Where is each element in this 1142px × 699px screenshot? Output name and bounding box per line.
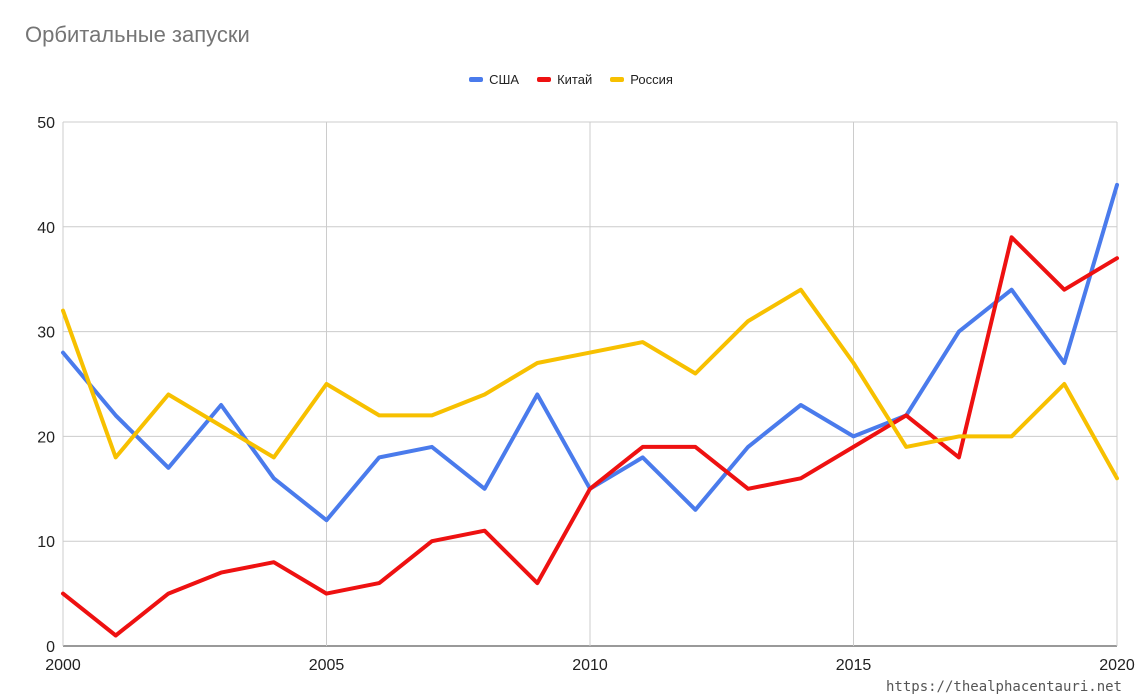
y-tick-label: 40 bbox=[37, 220, 55, 237]
y-tick-label: 20 bbox=[37, 429, 55, 446]
legend-item-russia[interactable]: Россия bbox=[610, 72, 673, 87]
series-line-china bbox=[61, 235, 1119, 638]
series-line-russia bbox=[61, 287, 1119, 481]
legend-item-usa[interactable]: США bbox=[469, 72, 519, 87]
legend-label-russia: Россия bbox=[630, 72, 673, 87]
legend: США Китай Россия bbox=[0, 72, 1142, 87]
watermark: https://thealphacentauri.net bbox=[885, 679, 1122, 695]
legend-label-china: Китай bbox=[557, 72, 593, 87]
x-tick-label: 2010 bbox=[572, 657, 608, 674]
legend-swatch-russia bbox=[610, 77, 625, 82]
y-tick-label: 10 bbox=[37, 534, 55, 551]
x-tick-label: 2020 bbox=[1099, 657, 1135, 674]
legend-label-usa: США bbox=[489, 72, 520, 87]
x-tick-label: 2015 bbox=[836, 657, 872, 674]
y-tick-label: 0 bbox=[46, 639, 55, 656]
x-tick-label: 2000 bbox=[45, 657, 81, 674]
y-tick-label: 50 bbox=[37, 115, 55, 132]
y-tick-label: 30 bbox=[37, 325, 55, 342]
chart-title: Орбитальные запуски bbox=[25, 22, 250, 47]
legend-swatch-china bbox=[537, 77, 552, 82]
x-tick-label: 2005 bbox=[309, 657, 345, 674]
legend-item-china[interactable]: Китай bbox=[537, 72, 592, 87]
legend-swatch-usa bbox=[469, 77, 484, 82]
